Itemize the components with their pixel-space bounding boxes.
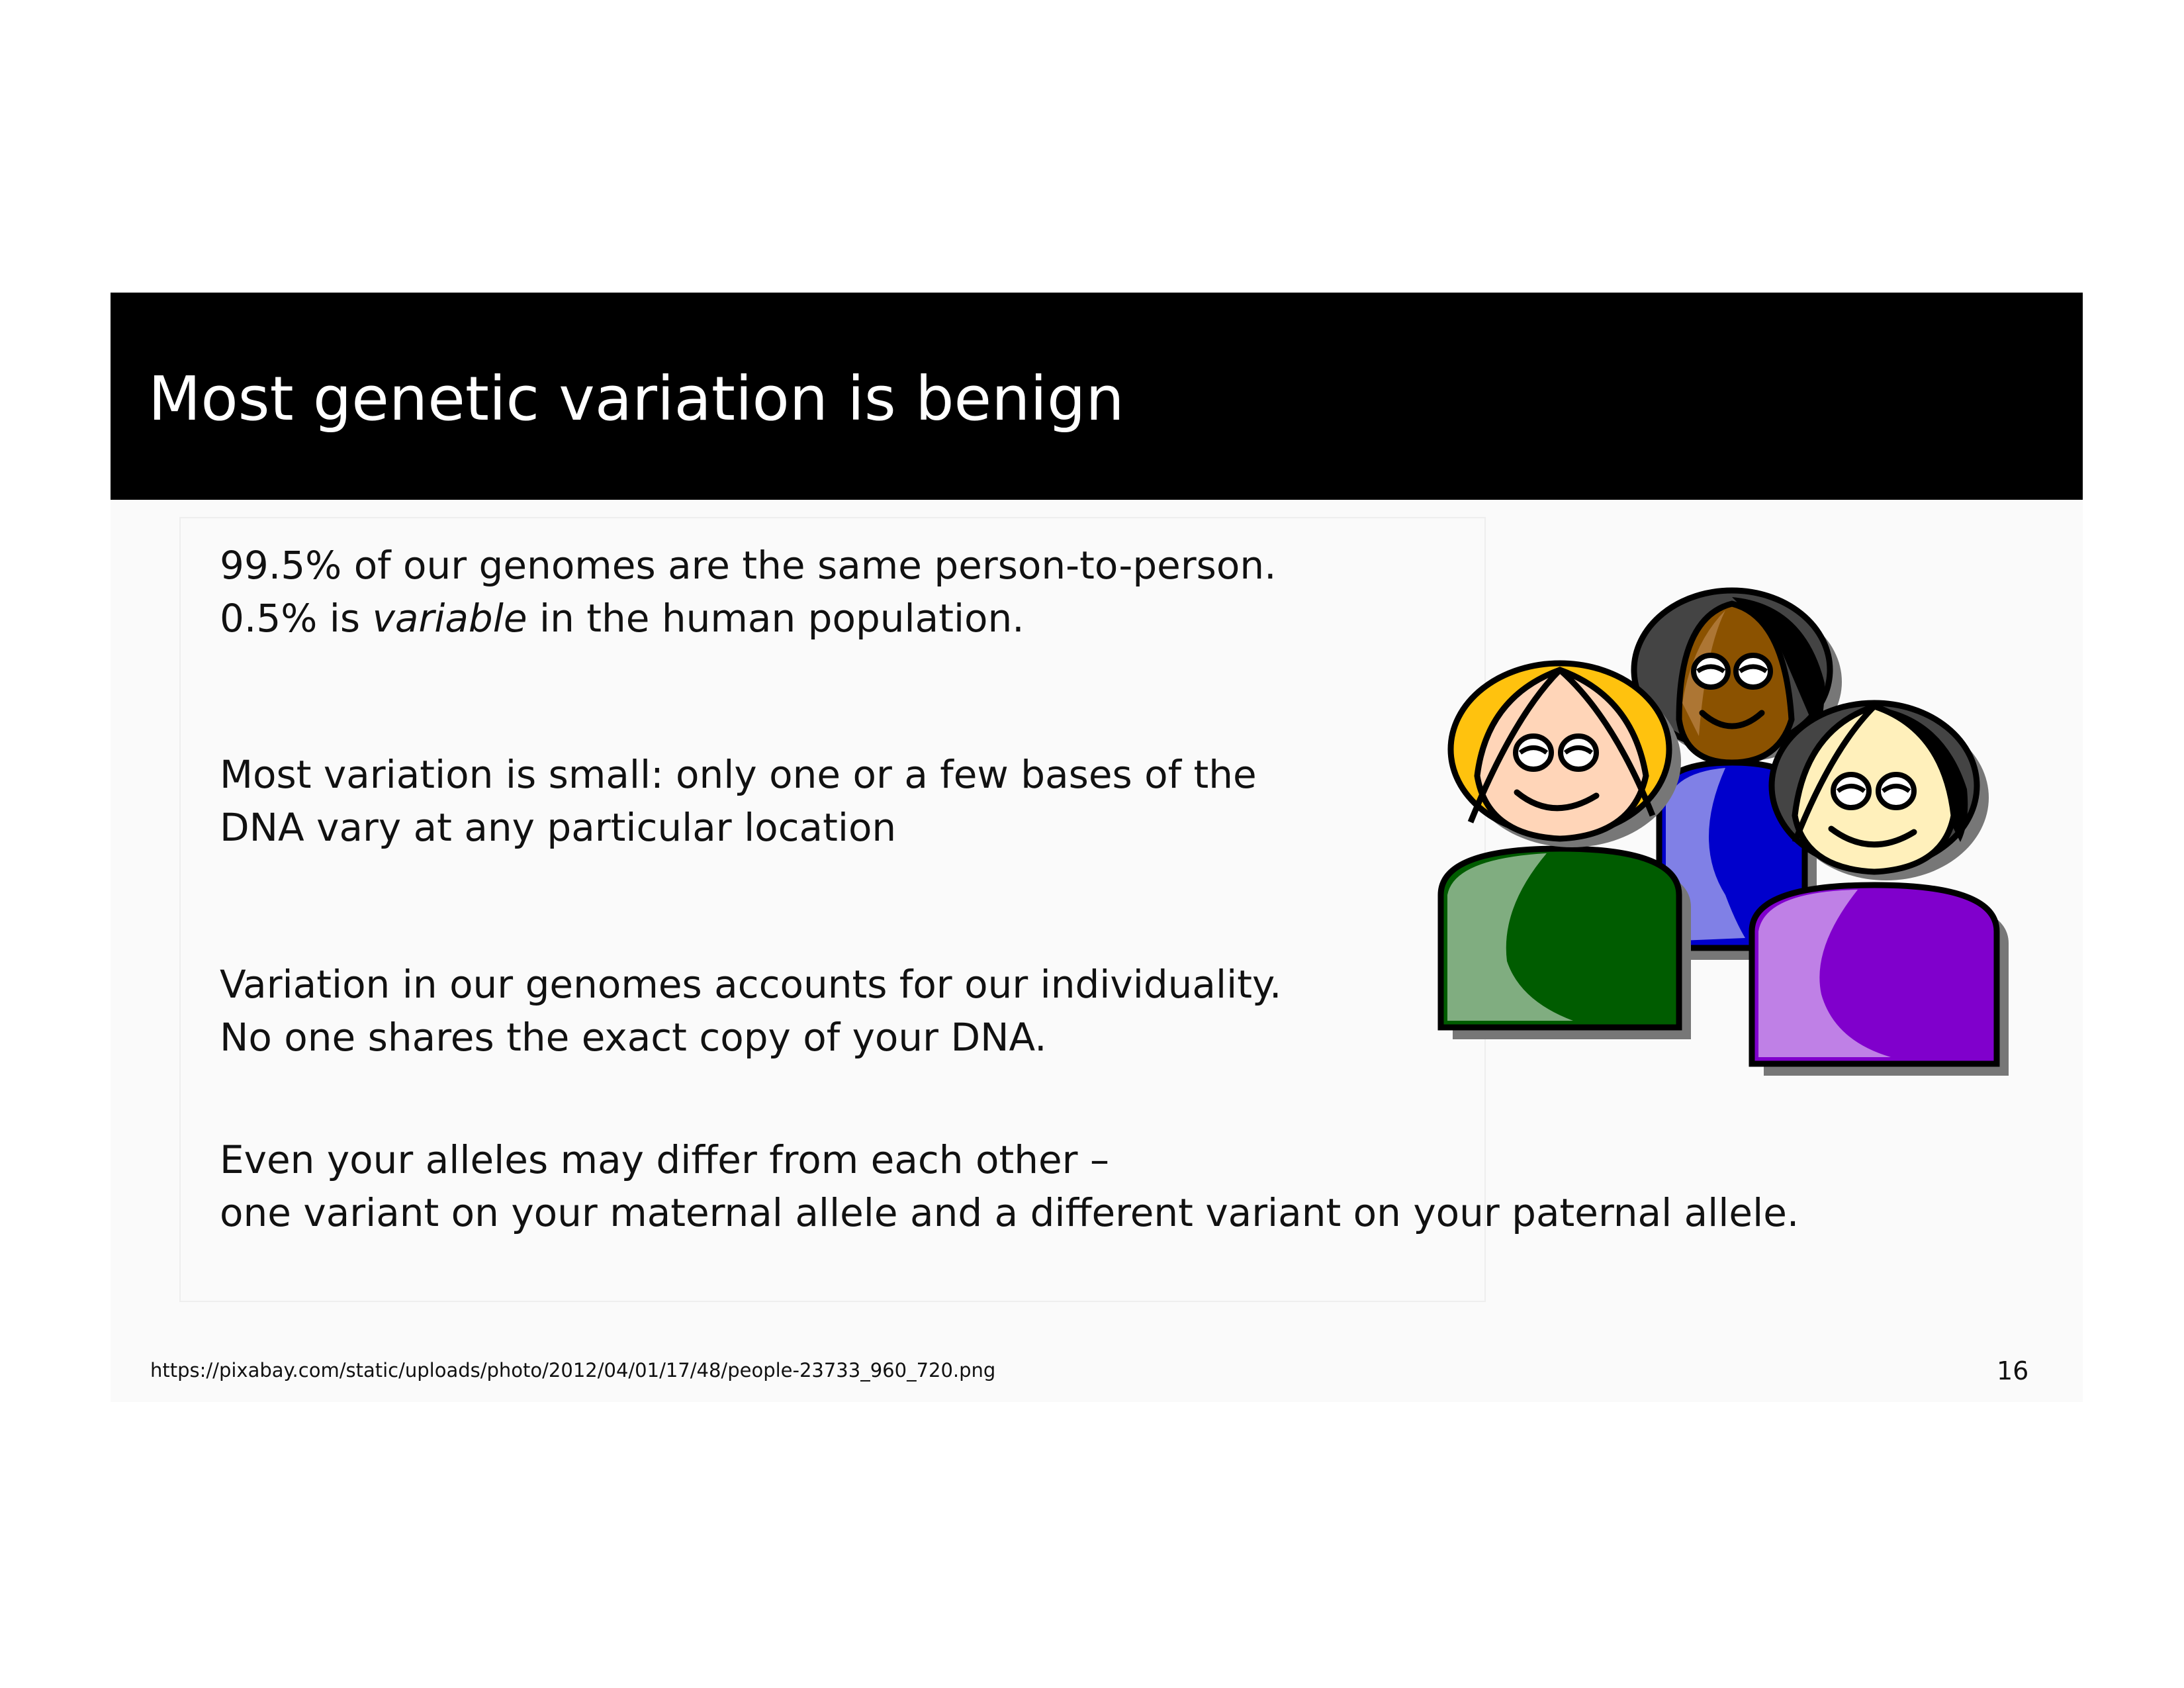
paragraph-line-start: 0.5% is bbox=[220, 596, 373, 641]
paragraph-line: No one shares the exact copy of your DNA… bbox=[220, 1015, 1047, 1060]
paragraph-line: Variation in our genomes accounts for ou… bbox=[220, 962, 1282, 1007]
paragraph-individuality: Variation in our genomes accounts for ou… bbox=[220, 958, 1281, 1064]
paragraph-variation-small: Most variation is small: only one or a f… bbox=[220, 748, 1257, 854]
slide-title: Most genetic variation is benign bbox=[148, 363, 1124, 434]
source-url: https://pixabay.com/static/uploads/photo… bbox=[150, 1359, 996, 1382]
paragraph-genome-sameness: 99.5% of our genomes are the same person… bbox=[220, 539, 1277, 645]
person-left-icon bbox=[1437, 660, 1691, 1039]
emphasized-word: variable bbox=[372, 596, 527, 641]
page-number: 16 bbox=[1997, 1356, 2029, 1385]
paragraph-line-end: in the human population. bbox=[527, 596, 1024, 641]
paragraph-line: Most variation is small: only one or a f… bbox=[220, 752, 1257, 797]
slide: Most genetic variation is benign 99.5% o… bbox=[111, 293, 2083, 1402]
paragraph-line: one variant on your maternal allele and … bbox=[220, 1190, 1799, 1235]
people-group-icon bbox=[1437, 587, 2009, 1076]
person-right-icon bbox=[1749, 700, 2009, 1076]
title-bar: Most genetic variation is benign bbox=[111, 293, 2083, 500]
paragraph-line: Even your alleles may differ from each o… bbox=[220, 1137, 1109, 1182]
paragraph-line: 99.5% of our genomes are the same person… bbox=[220, 543, 1277, 588]
paragraph-line: DNA vary at any particular location bbox=[220, 805, 897, 850]
paragraph-alleles: Even your alleles may differ from each o… bbox=[220, 1133, 1799, 1239]
